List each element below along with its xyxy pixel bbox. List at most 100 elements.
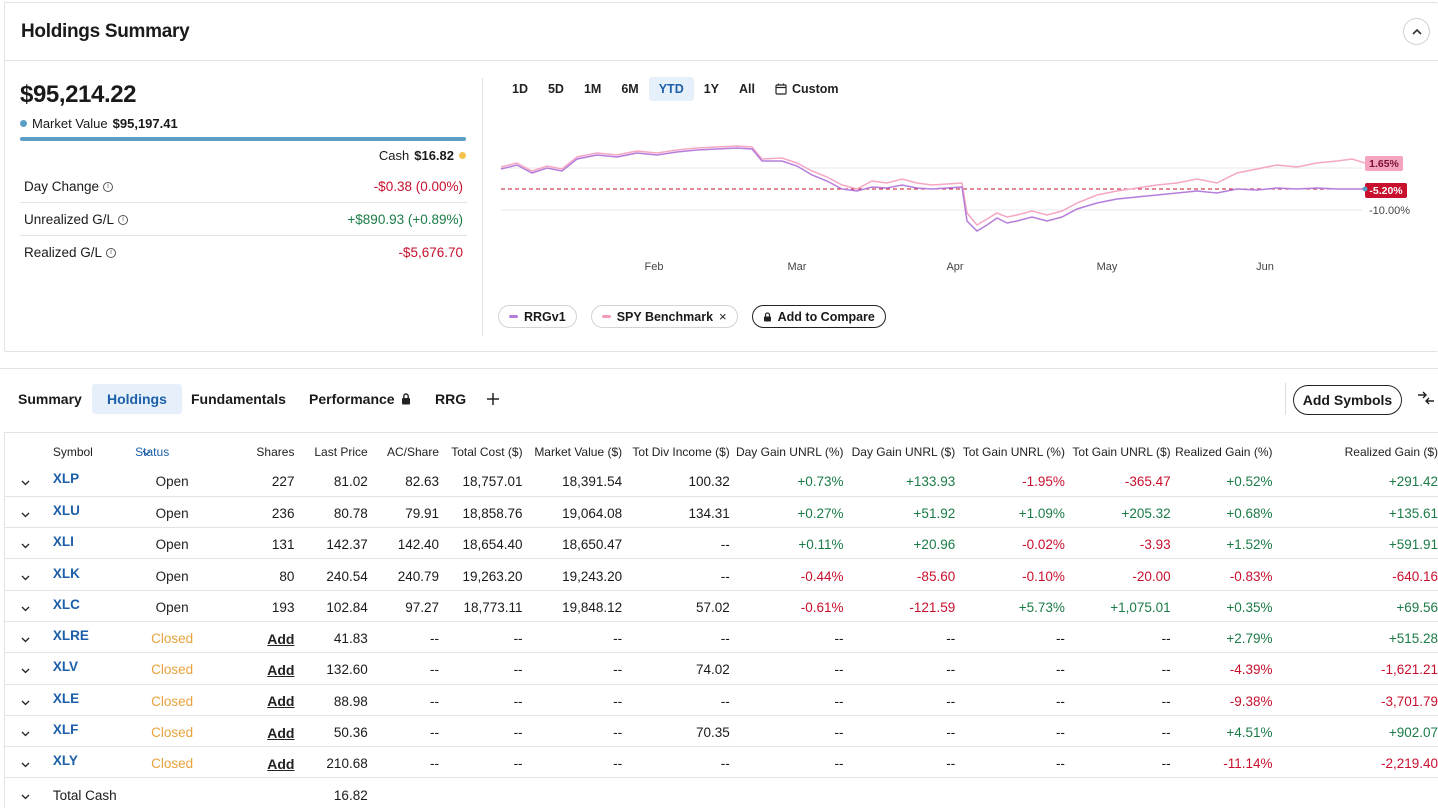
- col-header-status[interactable]: Status: [135, 433, 225, 465]
- table-row[interactable]: XLI Open 131 142.37 142.40 18,654.40 18,650.47…: [5, 527, 1438, 560]
- symbol-link[interactable]: XLU: [52, 502, 80, 518]
- table-row[interactable]: XLK Open 80 240.54 240.79 19,263.20 19,243.20-…: [5, 558, 1438, 591]
- table-row[interactable]: XLV Closed Add 132.60 -- -- -- 74.02 -- -- -- -- -4.…: [5, 652, 1438, 685]
- dgp-cell: +0.11%: [729, 527, 844, 560]
- add-shares-link[interactable]: Add: [267, 724, 295, 741]
- holdings-table: Symbol Status Shares Last Price AC/Share…: [5, 433, 1438, 808]
- col-header-ac-share[interactable]: AC/Share: [386, 444, 440, 459]
- row-expand-toggle[interactable]: [5, 746, 53, 779]
- col-header-total-cost[interactable]: Total Cost ($): [451, 444, 523, 459]
- collapse-button[interactable]: [1403, 18, 1430, 45]
- chevron-down-icon[interactable]: [142, 450, 151, 456]
- row-expand-toggle[interactable]: [5, 715, 53, 748]
- symbol-link[interactable]: XLRE: [52, 628, 89, 644]
- col-header-day-gain-pct[interactable]: Day Gain UNRL (%): [735, 444, 844, 459]
- row-expand-toggle[interactable]: [5, 527, 53, 560]
- symbol-cell[interactable]: XLI: [52, 527, 152, 560]
- legend-chip-spy[interactable]: SPY Benchmark ×: [590, 305, 738, 328]
- table-row[interactable]: XLP Open 227 81.02 82.63 18,757.01 18,391.54 10…: [5, 465, 1438, 497]
- col-header-realized-pct[interactable]: Realized Gain (%): [1175, 444, 1273, 459]
- info-icon[interactable]: i: [118, 214, 129, 225]
- symbol-link[interactable]: XLI: [52, 534, 74, 550]
- add-shares-link[interactable]: Add: [267, 661, 295, 678]
- table-row[interactable]: XLRE Closed Add 41.83 -- -- -- -- -- -- -- -- +2.79%…: [5, 621, 1438, 654]
- tab-fundamentals[interactable]: Fundamentals: [191, 391, 286, 407]
- chevron-down-icon[interactable]: [21, 762, 30, 768]
- row-expand-toggle[interactable]: [5, 465, 53, 497]
- add-shares-link[interactable]: Add: [267, 630, 295, 647]
- col-header-shares[interactable]: Shares: [256, 444, 295, 459]
- symbol-cell[interactable]: XLE: [52, 684, 152, 716]
- col-header-tot-gain-pct[interactable]: Tot Gain UNRL (%): [962, 444, 1065, 459]
- symbol-link[interactable]: XLP: [52, 471, 80, 487]
- symbol-link[interactable]: XLK: [52, 565, 80, 581]
- chevron-down-icon[interactable]: [21, 543, 30, 549]
- symbol-cell[interactable]: XLP: [52, 465, 152, 497]
- table-row[interactable]: XLF Closed Add 50.36 -- -- -- 70.35 -- -- -- -- +4.5…: [5, 715, 1438, 748]
- row-expand-toggle[interactable]: [5, 778, 53, 808]
- tab-holdings[interactable]: Holdings: [92, 384, 182, 414]
- collapse-columns-icon[interactable]: [1417, 391, 1435, 410]
- table-row[interactable]: XLY Closed Add 210.68 -- -- -- -- -- -- -- -- -11.14…: [5, 746, 1438, 779]
- range-tab-1d[interactable]: 1D: [512, 82, 528, 96]
- tab-rrg[interactable]: RRG: [435, 391, 467, 407]
- col-header-day-gain-usd[interactable]: Day Gain UNRL ($): [851, 444, 956, 459]
- range-tab-5d[interactable]: 5D: [547, 82, 564, 96]
- chevron-down-icon[interactable]: [21, 512, 30, 518]
- info-icon[interactable]: i: [103, 181, 114, 192]
- symbol-cell[interactable]: XLK: [52, 558, 152, 591]
- add-tab-icon[interactable]: [486, 389, 500, 412]
- chevron-down-icon[interactable]: [21, 606, 30, 612]
- legend-chip-rrgv1[interactable]: RRGv1: [498, 305, 577, 328]
- range-tab-all[interactable]: All: [739, 82, 755, 96]
- symbol-link[interactable]: XLV: [52, 659, 79, 675]
- col-header-div-income[interactable]: Tot Div Income ($): [632, 444, 730, 459]
- table-row[interactable]: XLU Open 236 80.78 79.91 18,858.76 19,064.08 13…: [5, 496, 1438, 529]
- tab-performance[interactable]: Performance: [294, 384, 426, 414]
- remove-icon[interactable]: ×: [719, 309, 727, 324]
- row-expand-toggle[interactable]: [5, 590, 53, 622]
- col-header-market-value[interactable]: Market Value ($): [534, 444, 623, 459]
- symbol-cell[interactable]: XLF: [52, 715, 152, 748]
- row-expand-toggle[interactable]: [5, 652, 53, 685]
- chevron-down-icon[interactable]: [21, 575, 30, 581]
- row-expand-toggle[interactable]: [5, 558, 53, 591]
- info-icon[interactable]: i: [106, 247, 117, 258]
- row-expand-toggle[interactable]: [5, 621, 53, 654]
- col-header-last-price[interactable]: Last Price: [314, 444, 368, 459]
- chevron-down-icon[interactable]: [21, 480, 30, 486]
- custom-range-button[interactable]: Custom: [765, 77, 849, 101]
- chevron-down-icon[interactable]: [21, 794, 30, 800]
- add-to-compare-button[interactable]: Add to Compare: [751, 305, 886, 328]
- range-tab-6m[interactable]: 6M: [621, 82, 639, 96]
- symbol-cell[interactable]: XLV: [52, 652, 152, 685]
- symbol-link[interactable]: XLE: [52, 690, 80, 706]
- chevron-down-icon[interactable]: [21, 731, 30, 737]
- shares-cell: 236: [225, 496, 295, 529]
- symbol-cell[interactable]: XLRE: [52, 621, 152, 654]
- range-tab-1m[interactable]: 1M: [583, 82, 602, 96]
- performance-chart[interactable]: 1.65% -5.20% -10.00% Feb Mar Apr May Jun: [497, 133, 1427, 278]
- symbol-link[interactable]: XLF: [52, 722, 79, 738]
- symbol-link[interactable]: XLY: [52, 753, 78, 769]
- chevron-down-icon[interactable]: [21, 700, 30, 706]
- row-expand-toggle[interactable]: [5, 684, 53, 716]
- col-header-symbol[interactable]: Symbol: [53, 433, 151, 465]
- table-row[interactable]: XLC Open 193 102.84 97.27 18,773.11 19,848.12 5…: [5, 590, 1438, 622]
- symbol-cell[interactable]: XLC: [52, 590, 152, 622]
- chevron-down-icon[interactable]: [21, 668, 30, 674]
- row-expand-toggle[interactable]: [5, 496, 53, 529]
- col-header-tot-gain-usd[interactable]: Tot Gain UNRL ($): [1072, 444, 1171, 459]
- table-row[interactable]: XLE Closed Add 88.98 -- -- -- -- -- -- -- -- -9.38% -…: [5, 684, 1438, 716]
- range-tab-ytd[interactable]: YTD: [648, 77, 694, 101]
- range-tab-1y[interactable]: 1Y: [703, 82, 720, 96]
- chevron-down-icon[interactable]: [21, 637, 30, 643]
- tab-summary[interactable]: Summary: [18, 391, 82, 407]
- col-header-realized-usd[interactable]: Realized Gain ($): [1344, 444, 1438, 459]
- add-symbols-button[interactable]: Add Symbols: [1293, 385, 1402, 415]
- symbol-cell[interactable]: XLY: [52, 746, 152, 779]
- add-shares-link[interactable]: Add: [267, 693, 295, 710]
- add-shares-link[interactable]: Add: [267, 755, 295, 772]
- symbol-cell[interactable]: XLU: [52, 496, 152, 529]
- symbol-link[interactable]: XLC: [52, 596, 80, 612]
